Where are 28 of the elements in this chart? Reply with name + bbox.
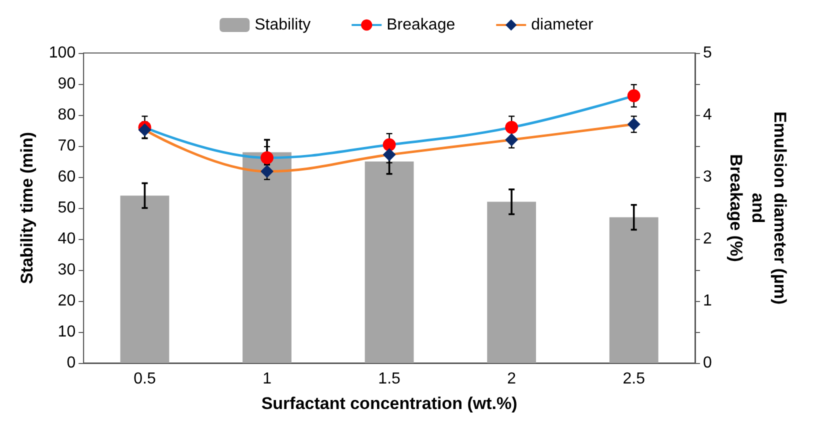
y-tick-label: 80 [58,106,76,124]
y2-tick-label: 2 [703,230,712,248]
y-tick-label: 0 [66,354,76,372]
x-tick-label: 2 [507,370,516,388]
y-tick-label: 90 [58,76,76,92]
legend-label: Breakage [386,16,456,34]
y-axis-title: Stability time (min) [18,132,36,284]
y2-tick-label: 5 [703,44,712,62]
x-axis-title: Surfactant concentration (wt.%) [261,394,518,413]
x-tick-label: 1.5 [378,370,401,388]
y-tick-label: 40 [58,230,76,248]
legend-label: diameter [531,16,594,34]
y2-tick-label: 4 [703,106,712,124]
y-tick-label: 30 [58,262,76,278]
x-tick-label: 1 [262,370,272,388]
y-tick-label: 100 [48,44,76,62]
y-tick-label: 60 [58,168,76,186]
x-tick-label: 2.5 [622,370,646,388]
y-tick-label: 10 [58,324,76,340]
y2-tick-label: 0 [703,354,712,372]
x-tick-label: 0.5 [134,370,156,388]
y2-tick-label: 3 [703,168,712,186]
y-tick-label: 70 [58,138,76,154]
y2-axis-title: Emulsion diameter (µm) and Breakage (%) [726,111,790,305]
y-tick-label: 50 [58,200,76,216]
legend-label: Stability [254,16,311,34]
y-tick-label: 20 [58,292,76,310]
y2-tick-label: 1 [703,292,712,310]
